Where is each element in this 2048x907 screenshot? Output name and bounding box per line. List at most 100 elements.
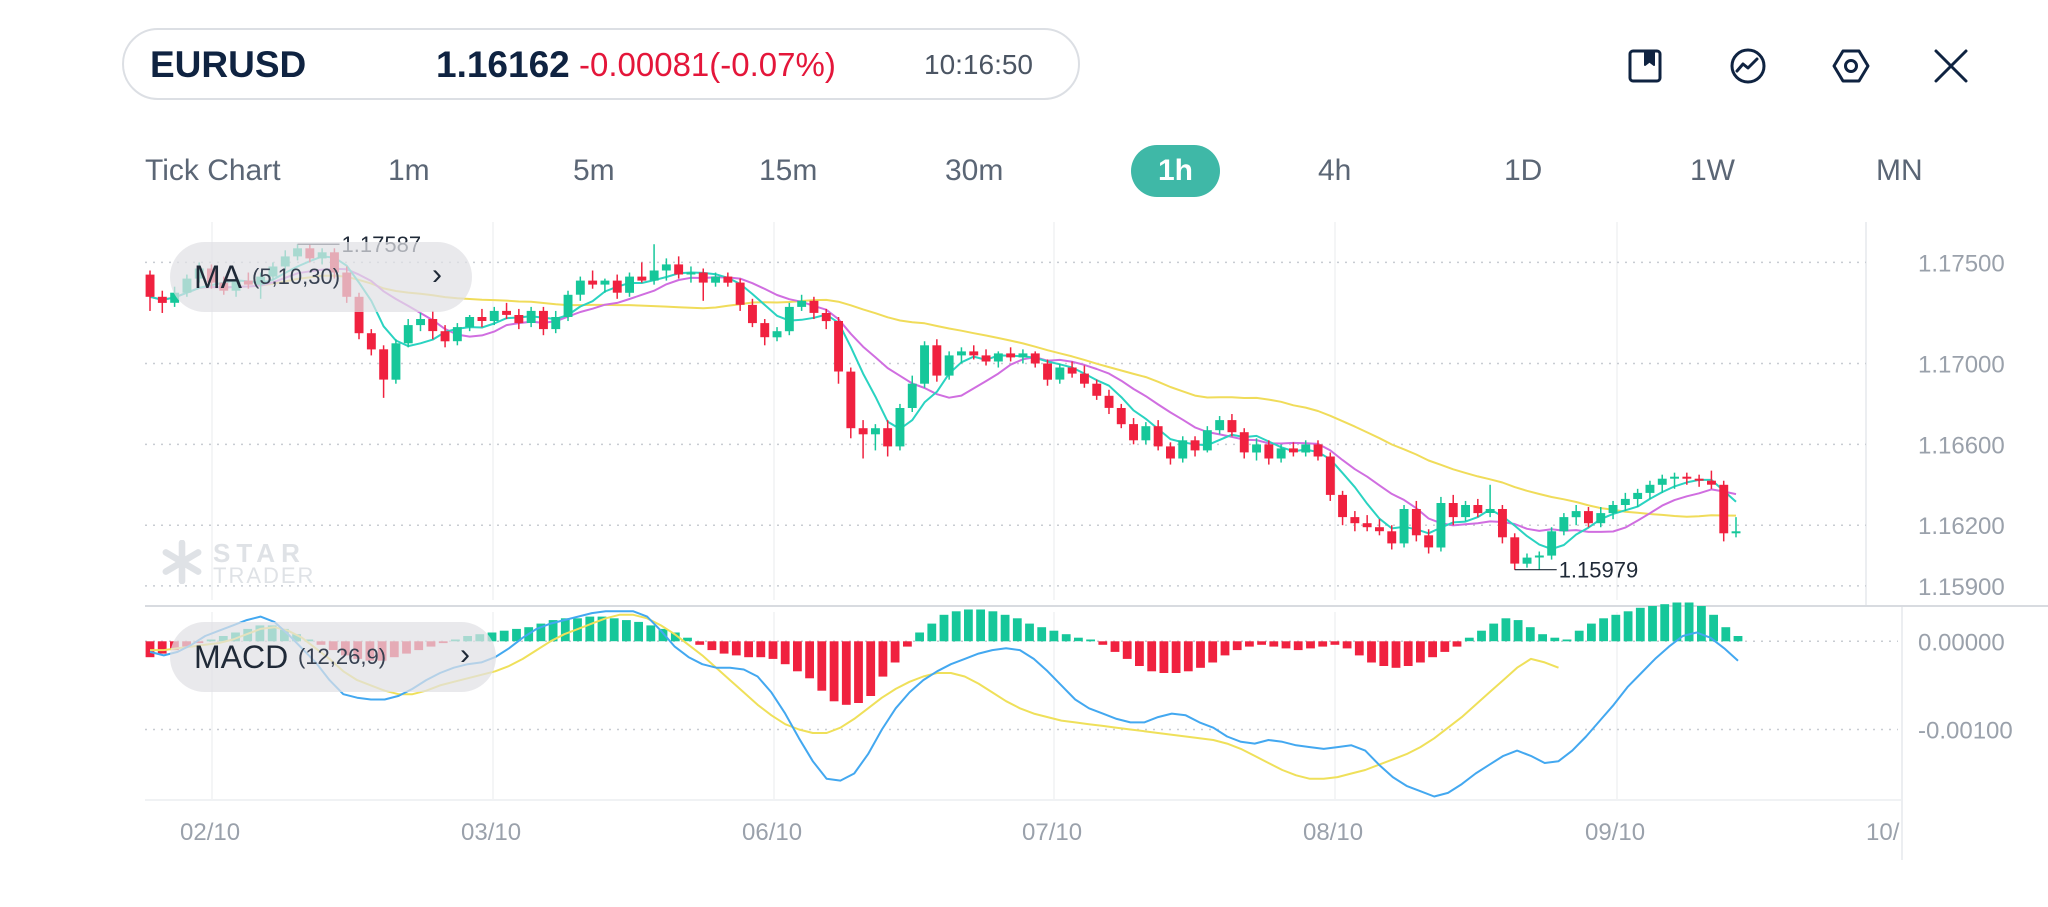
macd-histogram-bar [1709,614,1718,642]
candle [907,375,917,413]
macd-histogram-bar [1721,627,1731,642]
timeframe-1h[interactable]: 1h [1131,145,1220,197]
timeframe-15m[interactable]: 15m [759,154,818,187]
candle-body [1264,444,1274,459]
timeframe-1d[interactable]: 1D [1504,154,1543,187]
date-axis-label: 02/10 [180,819,240,846]
candle-body [526,310,536,323]
macd-histogram-bar [829,641,839,702]
date-axis-label: 09/10 [1585,819,1645,846]
indicator-icon[interactable] [1726,44,1770,88]
macd-histogram-bar [597,616,607,642]
candle-body [1153,426,1163,447]
candle [391,339,401,384]
candle-body [637,276,647,281]
chevron-right-icon[interactable]: › [460,638,470,671]
candle-body [600,280,610,285]
timeframe-5m[interactable]: 5m [573,154,615,187]
candle [1485,484,1495,518]
macd-histogram-bar [1587,623,1596,642]
candle-body [858,428,868,435]
macd-histogram-bar [841,641,851,705]
timeframe-1m[interactable]: 1m [388,154,430,187]
candle [1080,365,1089,388]
macd-histogram-bar [1623,611,1633,642]
candle-body [883,428,893,447]
macd-histogram-bar [1293,641,1303,651]
candle-body [391,343,401,380]
candle-body [1584,511,1593,524]
candle-body [157,296,167,303]
close-icon[interactable] [1929,44,1973,88]
candle-body [1362,523,1372,528]
candle-body [1522,557,1532,564]
candle [711,272,720,287]
candle [784,302,794,336]
bookmark-icon[interactable] [1623,44,1667,88]
candle [1694,474,1704,487]
macd-histogram-bar [1367,641,1376,663]
candle [1178,436,1188,463]
candle [1067,361,1077,378]
macd-histogram-bar [1110,641,1120,652]
candle [895,403,905,451]
price-axis-label: 1.15900 [1918,574,2005,601]
candle-body [1092,383,1102,396]
macd-histogram-bar [866,641,876,696]
timeframe-mn[interactable]: MN [1876,154,1923,187]
candle-body [1129,424,1138,441]
timeframe-30m[interactable]: 30m [945,154,1004,187]
candle-body [1325,456,1335,495]
candle [539,306,548,336]
candle [600,278,610,293]
candle [1215,416,1225,435]
macd-histogram-bar [1611,614,1621,642]
candle-body [920,345,929,384]
candle [1030,351,1040,368]
candle-body [1473,505,1483,514]
candle [1657,474,1667,493]
candle [1338,490,1347,526]
candle [748,298,757,328]
timeframe-tick-chart[interactable]: Tick Chart [145,154,281,187]
candle-body [981,355,991,362]
candle [821,308,831,330]
candle [1375,519,1384,536]
macd-histogram-bar [609,618,619,642]
timeframe-4h[interactable]: 4h [1318,154,1352,187]
candle [883,420,893,457]
candle-body [846,371,856,429]
macd-histogram-bar [1684,602,1694,642]
candle-body [1571,511,1581,518]
candle [1719,480,1729,542]
candle-body [1178,440,1188,459]
date-axis-label: 03/10 [461,819,521,846]
candle-body [1215,420,1225,431]
candle [588,270,598,289]
macd-indicator-pill[interactable] [170,622,496,692]
macd-histogram-bar [951,611,961,642]
ma-indicator-params: (5,10,30) [252,264,341,289]
candle [993,351,1003,368]
macd-histogram-bar [1672,602,1682,642]
macd-histogram-bar [1733,636,1743,642]
timeframe-1w[interactable]: 1W [1690,154,1735,187]
candle-body [477,317,487,321]
settings-icon[interactable] [1829,44,1873,88]
candle [1325,452,1335,501]
candle [1707,470,1716,489]
ma-indicator-pill[interactable] [170,242,472,312]
candle [1387,525,1397,550]
candle [526,306,536,328]
symbol-label[interactable]: EURUSD [150,44,307,85]
macd-histogram-bar [1464,637,1474,642]
macd-histogram-bar [585,616,595,642]
date-axis-label: 06/10 [742,819,802,846]
candle-body [416,319,425,326]
candle [637,262,647,283]
candle-body [502,310,511,315]
macd-histogram-bar [1416,641,1425,663]
candle [1239,428,1249,459]
chevron-right-icon[interactable]: › [432,258,442,291]
